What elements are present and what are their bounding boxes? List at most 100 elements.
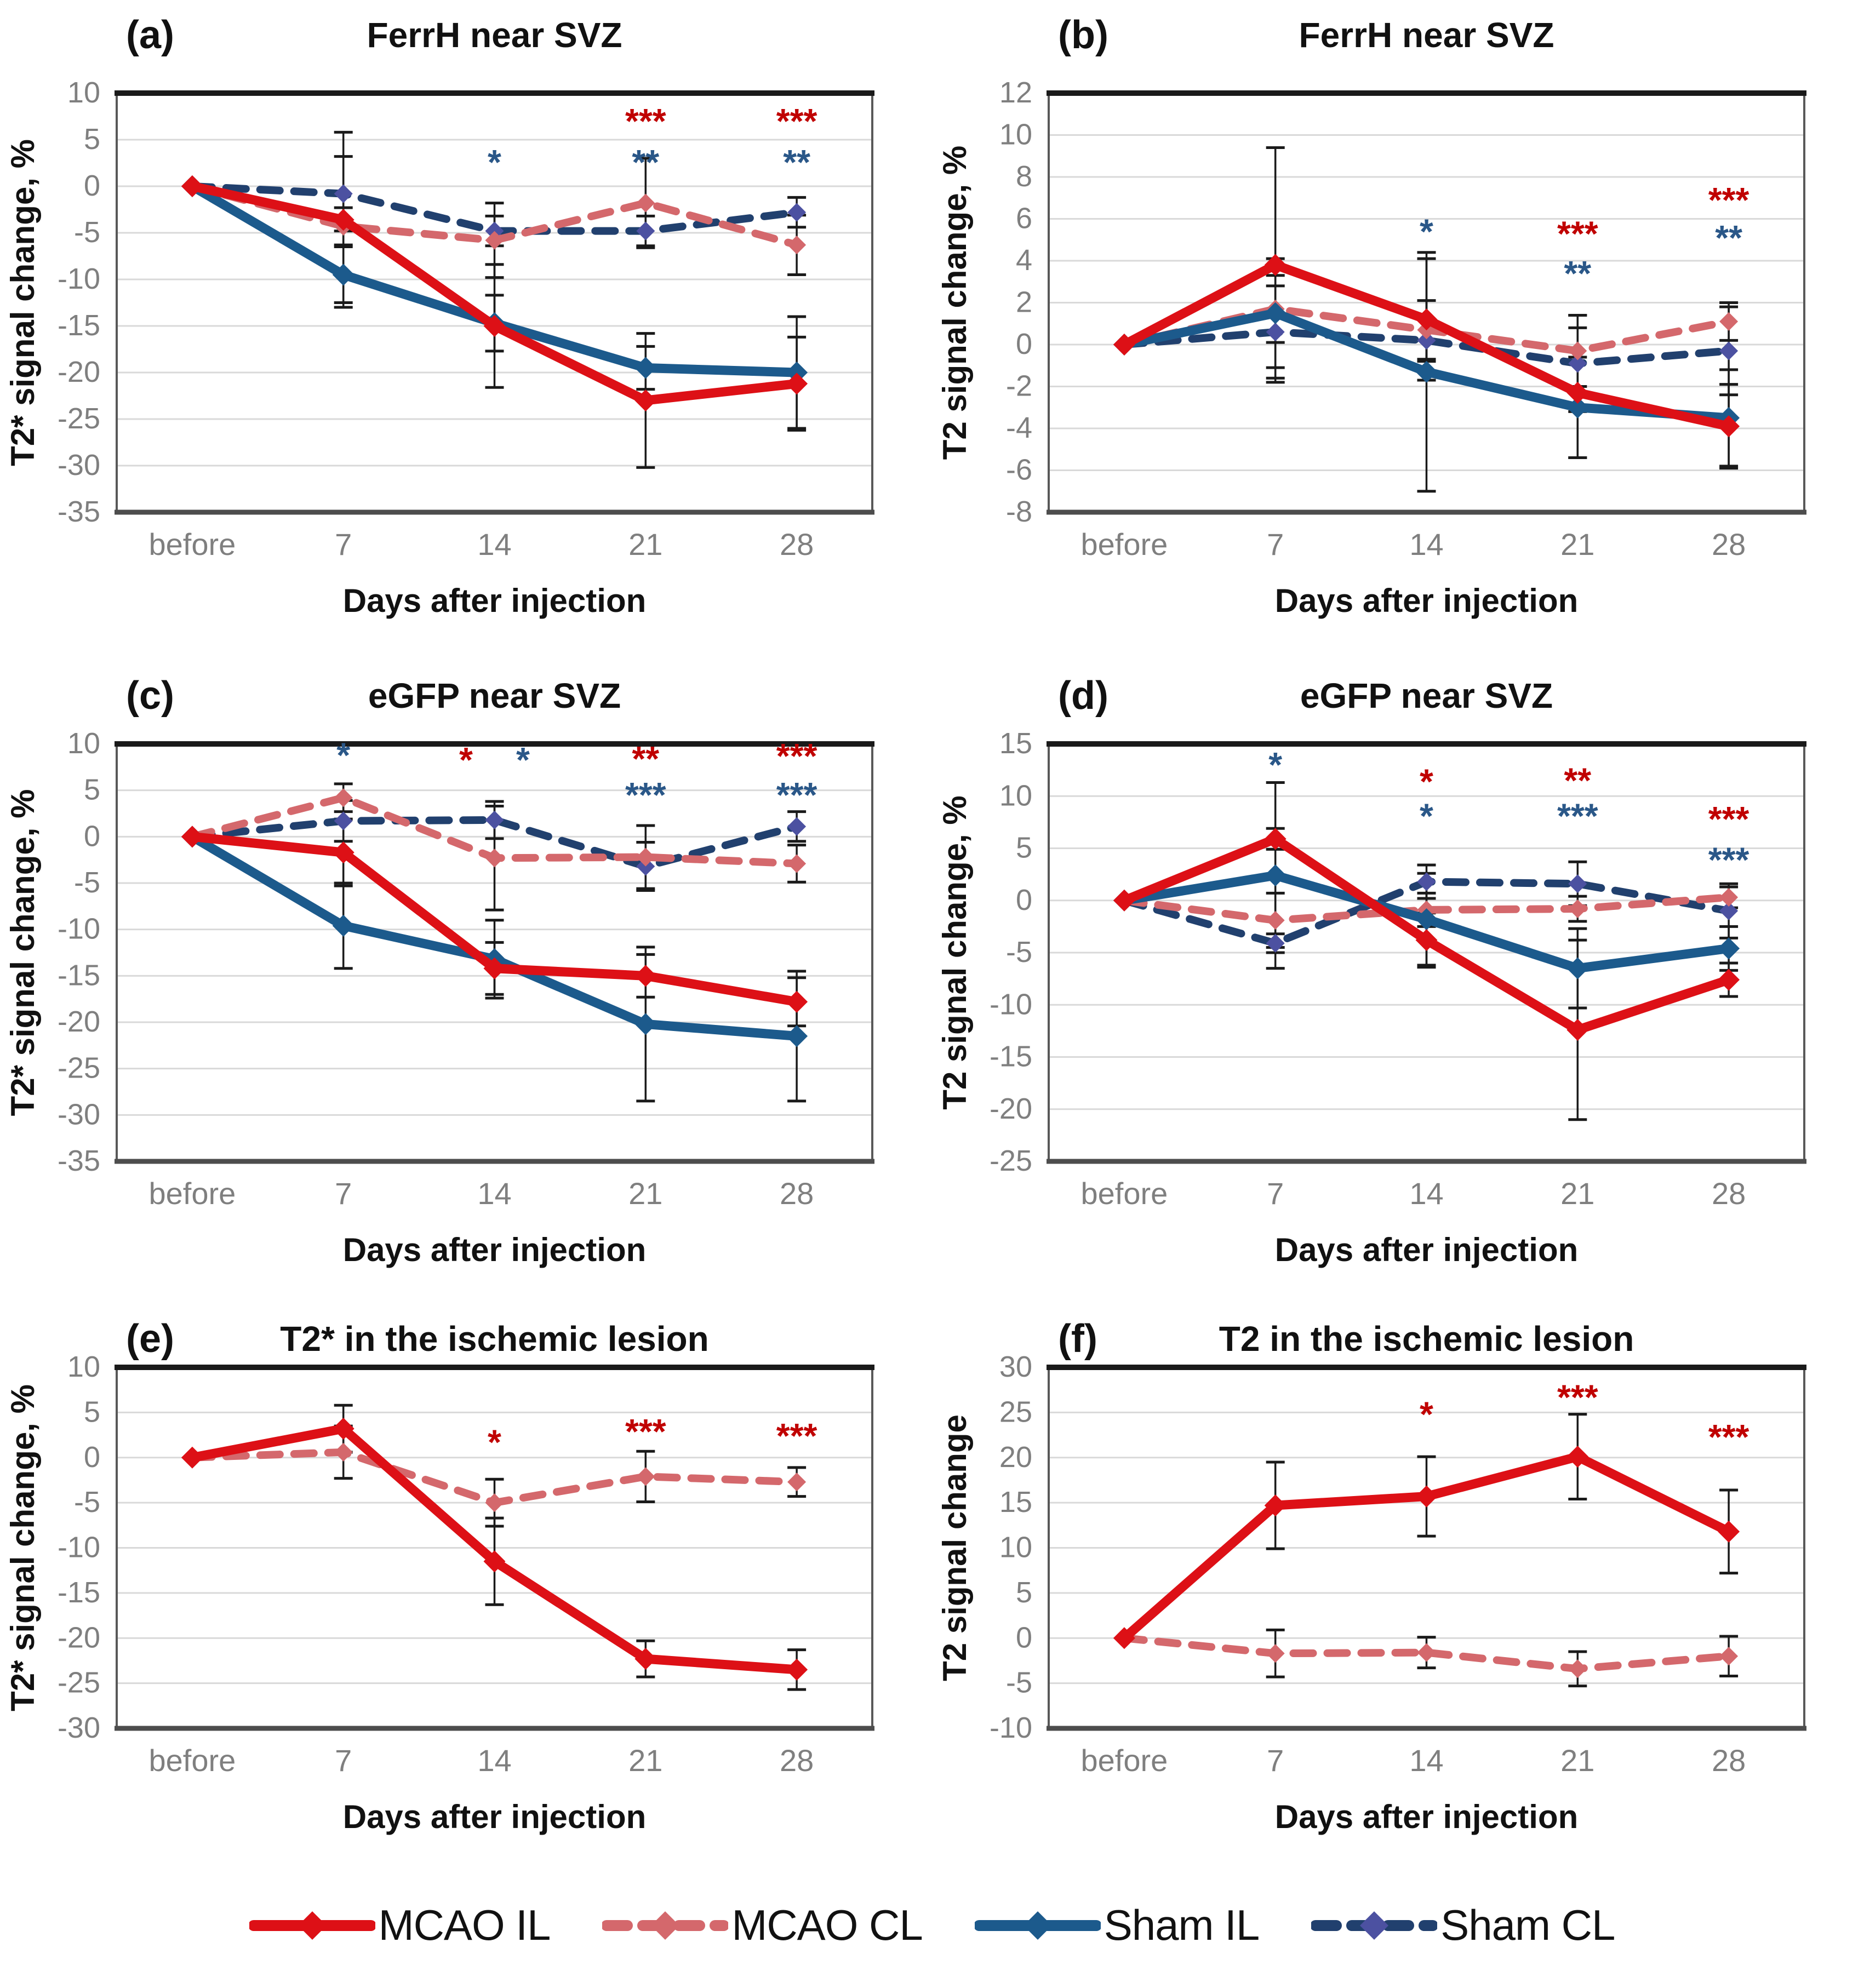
y-tick-label: -10 <box>58 913 100 946</box>
panel-title: eGFP near SVZ <box>1300 676 1553 715</box>
chart-c: (c) eGFP near SVZ 10 5 0 -5 -10 -15 -20 -25 -30 -35… <box>4 674 874 1268</box>
y-tick-label: -20 <box>990 1092 1032 1125</box>
data-point-marker <box>1719 1647 1739 1666</box>
legend-item-sham-cl: Sham CL <box>1311 1900 1615 1950</box>
legend-item-mcao-il: MCAO IL <box>249 1900 551 1950</box>
data-point-marker <box>1719 341 1739 360</box>
y-tick-label: -20 <box>58 356 100 388</box>
y-tick-label: 5 <box>1016 832 1032 864</box>
y-axis-title: T2* signal change, % <box>4 1384 41 1711</box>
significance-marker: * <box>1420 762 1433 801</box>
x-tick-label: 7 <box>1267 527 1284 562</box>
data-point-marker <box>1719 888 1739 907</box>
significance-marker: *** <box>625 101 666 141</box>
y-tick-label: 8 <box>1016 160 1032 193</box>
legend: MCAO IL MCAO CL Sham IL Sham CL <box>0 1863 1864 1988</box>
y-tick-label: 6 <box>1016 202 1032 235</box>
significance-marker: *** <box>776 1416 817 1456</box>
legend-marker <box>298 1911 327 1940</box>
legend-marker <box>1360 1911 1389 1940</box>
significance-marker: *** <box>1557 796 1598 835</box>
data-point-marker <box>332 914 354 937</box>
x-axis-title: Days after injection <box>343 582 647 619</box>
y-tick-label: -10 <box>990 1711 1032 1744</box>
x-tick-label: 14 <box>1409 1743 1443 1778</box>
panel-letter: (e) <box>126 1317 174 1361</box>
chart-e: (e) T2* in the ischemic lesion 10 5 0 -5 -10 -1… <box>4 1317 874 1835</box>
x-tick-label: 28 <box>780 1743 814 1778</box>
legend-swatch-mcao_cl-icon <box>602 1911 729 1940</box>
x-tick-label: 28 <box>780 1176 814 1211</box>
data-point-marker <box>634 389 657 411</box>
y-tick-label: 0 <box>84 820 100 852</box>
panel-title: FerrH near SVZ <box>1299 15 1554 55</box>
significance-marker: *** <box>776 736 817 776</box>
legend-swatch-sham_il-icon <box>974 1911 1101 1940</box>
y-tick-label: -5 <box>74 216 100 249</box>
legend-marker <box>651 1911 680 1940</box>
data-point-marker <box>1113 334 1135 356</box>
significance-marker: ** <box>632 142 659 182</box>
data-point-marker <box>1264 864 1286 887</box>
significance-marker: * <box>336 735 350 775</box>
data-point-marker <box>1415 1485 1438 1508</box>
y-tick-label: -30 <box>58 1098 100 1131</box>
y-tick-label: -5 <box>1006 1666 1032 1699</box>
legend-marker <box>1023 1911 1052 1940</box>
legend-label: MCAO IL <box>378 1901 551 1949</box>
data-point-marker <box>787 203 807 222</box>
panel-a: (a) FerrH near SVZ 10 5 0 -5 -10 -15 -20 -25 -30 -3… <box>0 0 932 646</box>
significance-marker: ** <box>783 142 810 182</box>
y-tick-label: -15 <box>58 1576 100 1609</box>
data-point-marker <box>181 1446 203 1469</box>
x-tick-label: before <box>149 527 236 562</box>
y-tick-label: -4 <box>1006 411 1032 444</box>
x-axis-title: Days after injection <box>1275 1231 1579 1268</box>
data-point-marker <box>334 1442 353 1462</box>
data-point-marker <box>1568 341 1587 360</box>
data-point-marker <box>334 811 353 830</box>
panel-c: (c) eGFP near SVZ 10 5 0 -5 -10 -15 -20 -25 -30 -35… <box>0 646 932 1309</box>
y-tick-label: -25 <box>990 1144 1032 1177</box>
significance-marker: * <box>488 142 501 182</box>
data-point-marker <box>1264 1494 1286 1517</box>
significance-marker: *** <box>625 775 666 815</box>
y-tick-label: -10 <box>58 262 100 295</box>
y-tick-label: -30 <box>58 449 100 482</box>
legend-label: Sham IL <box>1103 1901 1260 1949</box>
data-point-marker <box>1566 1446 1589 1468</box>
y-tick-label: -15 <box>58 959 100 992</box>
panel-title: eGFP near SVZ <box>368 676 621 715</box>
significance-marker: ** <box>1564 761 1591 800</box>
chart-b: (b) FerrH near SVZ 12 10 8 6 4 2 0 -2 -4 -6 -8 before… <box>936 13 1806 619</box>
y-tick-label: 0 <box>84 1441 100 1474</box>
significance-marker: *** <box>776 101 817 141</box>
data-point-marker <box>332 263 354 286</box>
y-tick-label: -35 <box>58 495 100 528</box>
data-point-marker <box>332 1418 354 1440</box>
data-point-marker <box>1719 312 1739 331</box>
data-point-marker <box>787 854 807 873</box>
x-tick-label: before <box>1081 1176 1168 1211</box>
data-point-marker <box>1568 1659 1587 1678</box>
data-point-marker <box>1718 415 1740 438</box>
data-point-marker <box>1718 969 1740 991</box>
y-tick-label: -20 <box>58 1005 100 1038</box>
data-point-marker <box>332 841 354 864</box>
y-tick-label: -5 <box>74 866 100 899</box>
data-point-marker <box>786 1658 808 1681</box>
significance-marker: * <box>1420 796 1433 835</box>
y-tick-label: 10 <box>67 1350 100 1383</box>
data-point-marker <box>332 209 354 231</box>
data-point-marker <box>1266 933 1285 953</box>
legend-swatch-mcao_il-icon <box>249 1911 375 1940</box>
data-point-marker <box>1417 331 1436 350</box>
y-tick-label: 0 <box>84 169 100 202</box>
panel-letter: (f) <box>1058 1317 1097 1361</box>
data-point-marker <box>483 1550 506 1573</box>
data-point-marker <box>485 849 504 868</box>
significance-marker: *** <box>1708 180 1749 220</box>
panel-title: FerrH near SVZ <box>367 15 622 55</box>
data-point-marker <box>1566 396 1589 419</box>
data-point-marker <box>1113 1627 1135 1649</box>
